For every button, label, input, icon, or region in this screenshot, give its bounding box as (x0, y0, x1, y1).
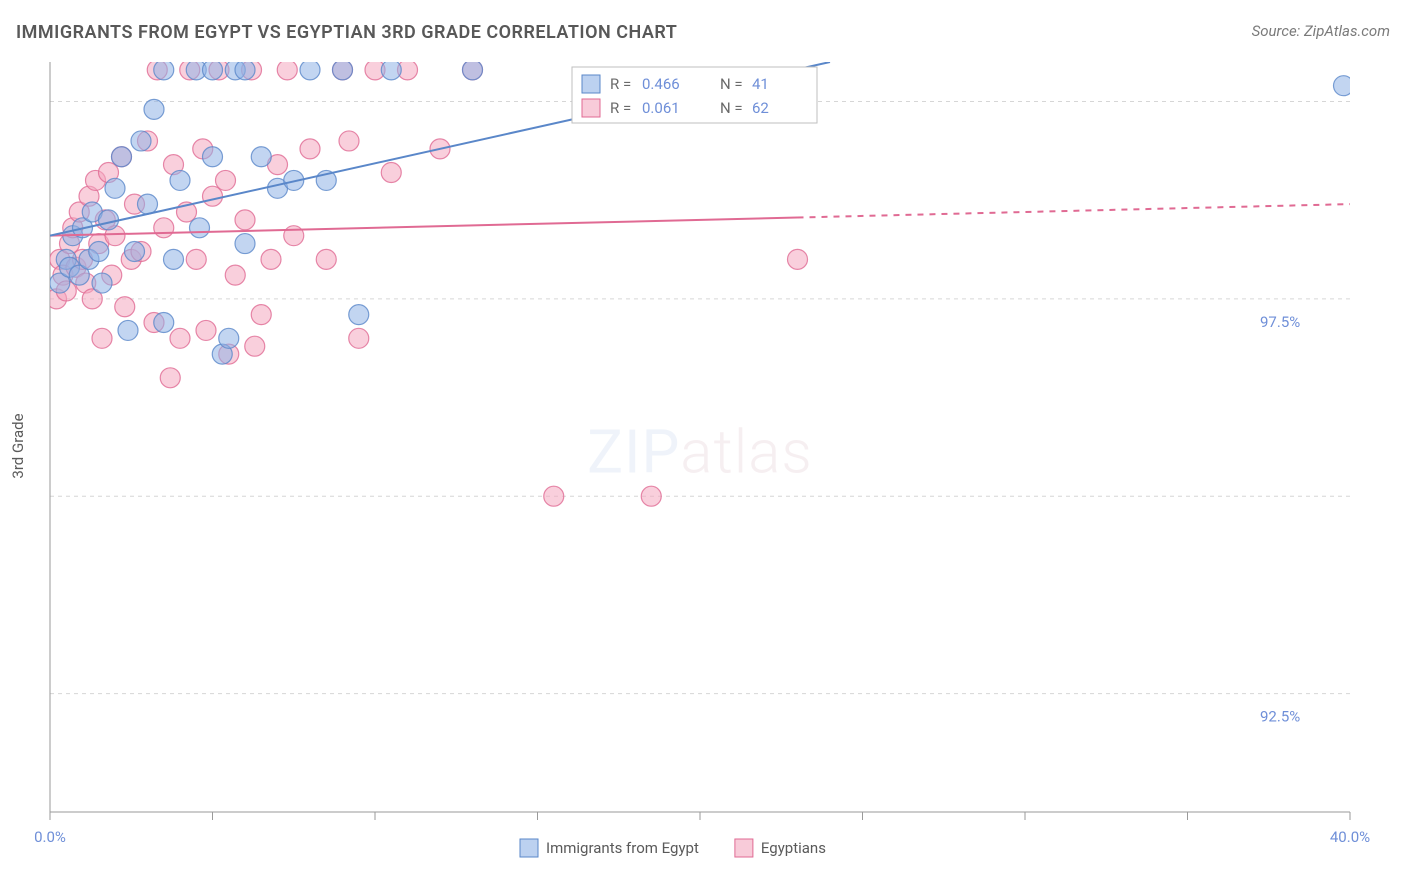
svg-text:62: 62 (752, 99, 769, 117)
svg-text:ZIPatlas: ZIPatlas (587, 417, 813, 488)
correlation-chart: 92.5% 97.5% 0.0% 40.0% ZIPatlas R = 0.466 N = 41… (0, 0, 1406, 892)
svg-text:N =: N = (720, 75, 743, 93)
svg-text:0.061: 0.061 (642, 99, 680, 117)
svg-text:0.0%: 0.0% (34, 828, 66, 846)
svg-text:41: 41 (752, 75, 769, 93)
svg-text:92.5%: 92.5% (1260, 708, 1300, 726)
svg-text:Egyptians: Egyptians (761, 839, 826, 857)
svg-text:40.0%: 40.0% (1330, 828, 1370, 846)
svg-text:R =: R = (610, 99, 631, 117)
svg-text:0.466: 0.466 (642, 75, 680, 93)
svg-text:N =: N = (720, 99, 743, 117)
svg-text:Immigrants from Egypt: Immigrants from Egypt (546, 839, 699, 857)
svg-text:R =: R = (610, 75, 631, 93)
svg-text:97.5%: 97.5% (1260, 313, 1300, 331)
